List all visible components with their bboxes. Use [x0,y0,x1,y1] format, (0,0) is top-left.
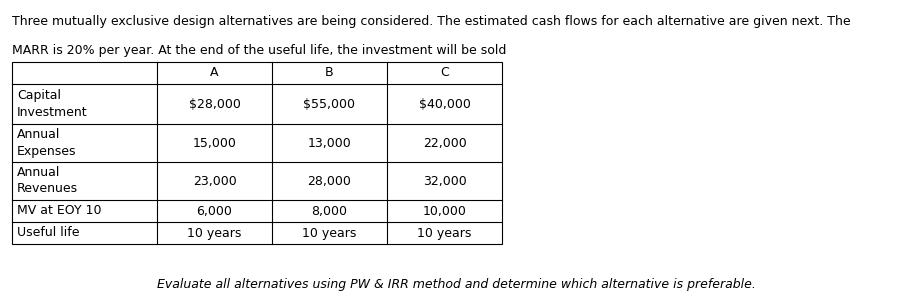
Text: C: C [440,66,449,79]
Text: B: B [325,66,334,79]
Text: 10 years: 10 years [417,226,472,239]
Text: 22,000: 22,000 [423,137,467,149]
Text: Annual
Expenses: Annual Expenses [17,128,77,158]
Text: 8,000: 8,000 [311,204,348,217]
Text: A: A [210,66,219,79]
Text: 10,000: 10,000 [423,204,467,217]
Text: Evaluate all alternatives using PW & IRR method and determine which alternative : Evaluate all alternatives using PW & IRR… [157,278,756,291]
Text: 6,000: 6,000 [196,204,233,217]
Text: 15,000: 15,000 [193,137,236,149]
Text: Annual
Revenues: Annual Revenues [17,166,79,195]
Text: $28,000: $28,000 [189,98,240,111]
Text: 10 years: 10 years [302,226,357,239]
Text: 28,000: 28,000 [308,175,352,188]
Text: Capital
Investment: Capital Investment [17,89,88,118]
Text: Three mutually exclusive design alternatives are being considered. The estimated: Three mutually exclusive design alternat… [12,15,851,28]
Text: 32,000: 32,000 [423,175,467,188]
Text: 13,000: 13,000 [308,137,352,149]
Bar [12,62,502,244]
Text: 10 years: 10 years [187,226,242,239]
Text: Useful life: Useful life [17,226,79,239]
Text: MARR is 20% per year. At the end of the useful life, the investment will be sold: MARR is 20% per year. At the end of the … [12,44,507,57]
Text: $55,000: $55,000 [303,98,355,111]
Text: $40,000: $40,000 [418,98,470,111]
Text: 23,000: 23,000 [193,175,236,188]
Text: MV at EOY 10: MV at EOY 10 [17,204,101,217]
